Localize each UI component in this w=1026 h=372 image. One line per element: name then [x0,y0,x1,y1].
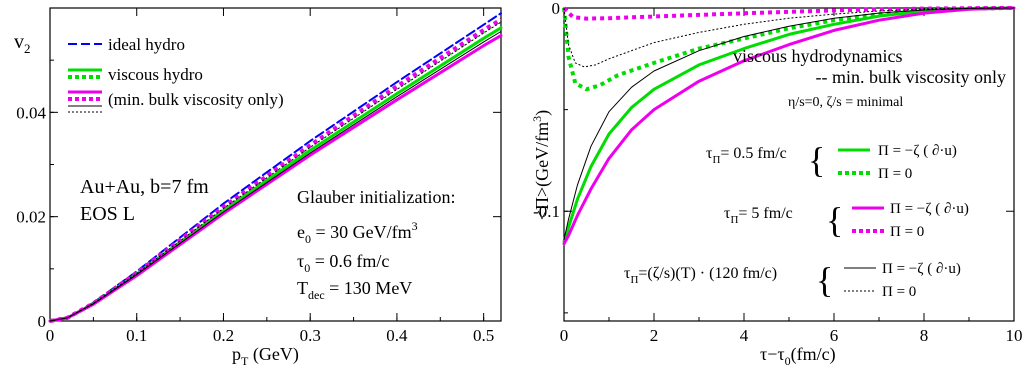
right-series-tauT_ns [563,7,1015,241]
annotation-tau0: τ0 = 0.6 fm/c [297,251,389,275]
left-y-axis-label: v2 [14,31,31,56]
legend-group-tau-t: τΠ=(ζ/s)(T) · (120 fm/c) { Π = −ζ ( ∂·u)… [624,260,961,300]
legend-tau-5-eq-zero: Π = 0 [890,224,924,240]
left-plot-frame [49,7,502,322]
right-series-tauT_zero [563,7,1015,68]
left-series-visc_black_dot [49,21,502,322]
left-x-tick-label: 0.3 [300,326,321,345]
right-y-tick-label: -0.1 [533,202,560,221]
left-x-tick-label: 0.2 [213,326,234,345]
right-series-tau05_ns [562,6,1016,244]
legend-tau-05-eq-ns: Π = −ζ ( ∂·u) [878,143,957,159]
left-y-tick-label: 0.02 [16,208,46,227]
legend-label-viscous: viscous hydro [108,65,203,84]
legend-tau-t-eq-zero: Π = 0 [882,284,916,300]
legend-group-tau-5: τΠ= 5 fm/c { Π = −ζ ( ∂·u) Π = 0 [724,200,969,240]
legend-tau-5-label: τΠ= 5 fm/c [724,205,793,226]
legend-label-min-bulk: (min. bulk viscosity only) [108,90,284,109]
right-series-tau5_zero [562,6,1015,21]
left-x-tick-label: 0.5 [473,326,494,345]
annotation-init-title: Glauber initialization: [297,187,455,207]
right-y-axis-label: <Π>(GeV/fm3) [530,110,553,220]
right-ticks: 0 2 4 6 8 10 0 -0.1 [533,0,1022,345]
annotation-eos: EOS L [80,203,135,225]
annotation-e0: e0 = 30 GeV/fm3 [297,219,418,246]
left-y-tick-label: 0.04 [16,103,46,122]
annotation-tdec: Tdec = 130 MeV [297,278,412,302]
legend-tau-5-eq-ns: Π = −ζ ( ∂·u) [890,201,969,217]
left-chart: 0 0.1 0.2 0.3 0.4 0.5 0 0.02 0.04 v2 pT (GeV) id… [14,7,503,368]
left-y-tick-label: 0 [38,312,47,331]
legend-tau-05-eq-zero: Π = 0 [878,166,912,182]
left-ticks: 0 0.1 0.2 0.3 0.4 0.5 0 0.02 0.04 [16,7,501,345]
legend-tau-t-brace: { [816,260,833,300]
legend-tau-05-brace: { [808,140,825,180]
left-legend: ideal hydro viscous hydro (min. bulk vis… [68,35,284,113]
legend-tau-t-label: τΠ=(ζ/s)(T) · (120 fm/c) [624,265,777,286]
legend-label-ideal: ideal hydro [108,35,185,54]
left-series-ideal [49,12,502,322]
right-x-tick-label: 4 [740,326,749,345]
left-x-axis-label: pT (GeV) [232,344,299,368]
left-series-visc_black_solid [49,31,502,322]
annotation-params: η/s=0, ζ/s = minimal [788,95,903,110]
right-x-tick-label: 8 [920,326,929,345]
legend-tau-5-brace: { [826,200,843,240]
right-x-tick-label: 2 [650,326,659,345]
right-series-tau5_ns [562,6,1016,246]
right-series [562,6,1016,246]
right-x-tick-label: 0 [560,326,569,345]
legend-group-tau-05: τΠ= 0.5 fm/c { Π = −ζ ( ∂·u) Π = 0 [706,140,957,182]
annotation-system: Au+Au, b=7 fm [80,176,209,198]
right-chart: 0 2 4 6 8 10 0 -0.1 <Π>(GeV/fm3) τ−τ0(fm/c) vis… [530,0,1023,368]
right-y-tick-label: 0 [552,0,561,18]
left-x-tick-label: 0 [46,326,55,345]
right-x-axis-label: τ−τ0(fm/c) [760,344,836,368]
legend-tau-t-eq-ns: Π = −ζ ( ∂·u) [882,261,961,277]
right-x-tick-label: 6 [830,326,839,345]
legend-tau-05-label: τΠ= 0.5 fm/c [706,145,787,166]
left-x-tick-label: 0.1 [126,326,147,345]
annotation-heading2: -- min. bulk viscosity only [816,67,1007,87]
right-x-tick-label: 10 [1006,326,1023,345]
left-series [48,12,503,323]
annotation-heading1: viscous hydrodynamics [733,46,902,66]
right-series-tau05_zero [562,6,1015,92]
left-x-tick-label: 0.4 [386,326,408,345]
